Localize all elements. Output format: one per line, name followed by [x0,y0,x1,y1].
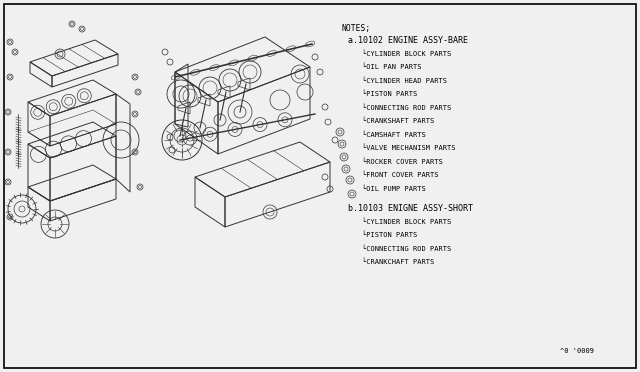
Text: └OIL PAN PARTS: └OIL PAN PARTS [362,64,422,70]
Text: └CRANKSHAFT PARTS: └CRANKSHAFT PARTS [362,118,435,124]
Text: └CRANKCHAFT PARTS: └CRANKCHAFT PARTS [362,259,435,265]
Text: └OIL PUMP PARTS: └OIL PUMP PARTS [362,185,426,192]
Text: NOTES;: NOTES; [342,24,371,33]
Text: └CYLINDER BLOCK PARTS: └CYLINDER BLOCK PARTS [362,50,451,57]
Text: └PISTON PARTS: └PISTON PARTS [362,231,417,238]
Text: b.10103 ENIGNE ASSY-SHORT: b.10103 ENIGNE ASSY-SHORT [348,204,473,213]
Text: └CYLINDER BLOCK PARTS: └CYLINDER BLOCK PARTS [362,218,451,225]
Text: └ROCKER COVER PARTS: └ROCKER COVER PARTS [362,158,443,165]
Text: └CONNECTING ROD PARTS: └CONNECTING ROD PARTS [362,245,451,251]
Text: └VALVE MECHANISM PARTS: └VALVE MECHANISM PARTS [362,144,456,151]
Text: └PISTON PARTS: └PISTON PARTS [362,90,417,97]
Text: ^0 '0009: ^0 '0009 [560,348,594,354]
Text: └CYLINDER HEAD PARTS: └CYLINDER HEAD PARTS [362,77,447,84]
Text: a.10102 ENGINE ASSY-BARE: a.10102 ENGINE ASSY-BARE [348,36,468,45]
Text: └CAMSHAFT PARTS: └CAMSHAFT PARTS [362,131,426,138]
Text: └CONNECTING ROD PARTS: └CONNECTING ROD PARTS [362,104,451,110]
Text: └FRONT COVER PARTS: └FRONT COVER PARTS [362,171,438,178]
